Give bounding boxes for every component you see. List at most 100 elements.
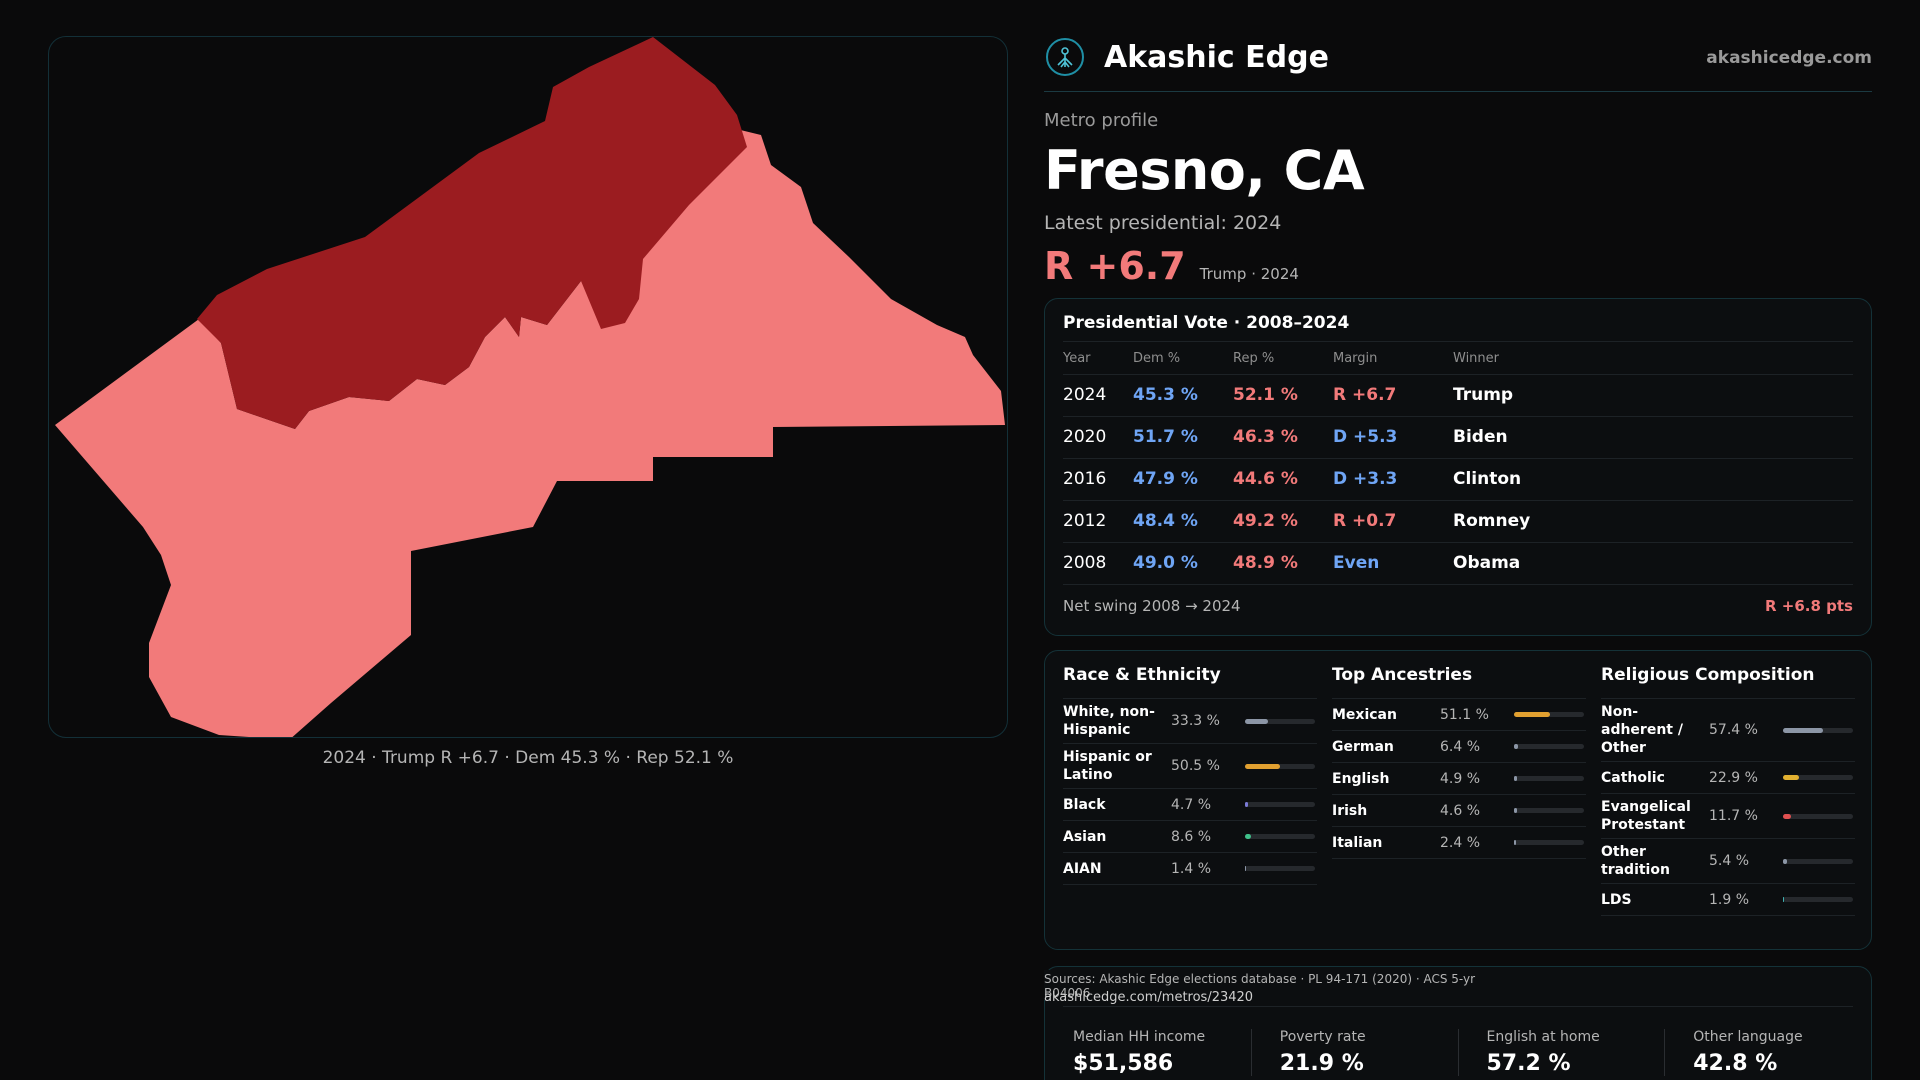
- ancestry-label: Mexican: [1332, 706, 1397, 723]
- ancestry-bar: [1514, 712, 1584, 717]
- ancestry-percent: 4.6 %: [1440, 802, 1481, 819]
- religion-column: Religious Composition Non-adherent / Oth…: [1601, 665, 1855, 916]
- dem-cell: 47.9 %: [1133, 458, 1233, 501]
- stat-poverty-rate: Poverty rate 21.9 %: [1250, 1029, 1458, 1076]
- race-row: AIAN 1.4 %: [1063, 853, 1317, 885]
- dem-cell: 51.7 %: [1133, 416, 1233, 459]
- presidential-vote-card: Presidential Vote · 2008–2024 Year Dem %…: [1044, 298, 1872, 636]
- net-swing-value: R +6.8 pts: [1765, 597, 1853, 615]
- year-cell: 2012: [1063, 500, 1133, 543]
- ancestry-bar-fill: [1514, 840, 1516, 845]
- race-title: Race & Ethnicity: [1063, 665, 1317, 699]
- rep-cell: 52.1 %: [1233, 374, 1333, 417]
- stat-value: 57.2 %: [1486, 1051, 1571, 1076]
- religion-bar: [1783, 775, 1853, 780]
- ancestry-title: Top Ancestries: [1332, 665, 1586, 699]
- ancestry-bar: [1514, 776, 1584, 781]
- margin-subtitle: Trump · 2024: [1199, 265, 1299, 283]
- margin-cell: R +0.7: [1333, 500, 1453, 543]
- race-bar: [1245, 866, 1315, 871]
- ancestry-bar: [1514, 744, 1584, 749]
- rep-cell: 48.9 %: [1233, 542, 1333, 585]
- race-row: Black 4.7 %: [1063, 789, 1317, 821]
- vote-table: Year Dem % Rep % Margin Winner 2024 45.3…: [1063, 344, 1853, 585]
- religion-percent: 11.7 %: [1709, 808, 1758, 824]
- dem-cell: 48.4 %: [1133, 500, 1233, 543]
- rep-cell: 44.6 %: [1233, 458, 1333, 501]
- brand-name[interactable]: Akashic Edge: [1104, 40, 1329, 75]
- religion-label: Non-adherent / Other: [1601, 704, 1683, 756]
- race-bar-fill: [1245, 718, 1269, 724]
- race-bar: [1245, 834, 1315, 839]
- ancestry-percent: 51.1 %: [1440, 706, 1489, 723]
- county-dark[interactable]: [197, 37, 747, 429]
- race-percent: 4.7 %: [1171, 796, 1212, 813]
- race-column: Race & Ethnicity White, non-Hispanic 33.3…: [1063, 665, 1317, 885]
- brand-url[interactable]: akashicedge.com: [1706, 48, 1872, 68]
- rep-cell: 46.3 %: [1233, 416, 1333, 459]
- stat-value: 42.8 %: [1693, 1051, 1778, 1076]
- race-percent: 8.6 %: [1171, 828, 1212, 845]
- county-shapes: [55, 37, 1005, 738]
- religion-label: Catholic: [1601, 769, 1665, 786]
- ancestry-bar-fill: [1514, 744, 1519, 749]
- race-bar-fill: [1245, 763, 1281, 769]
- race-percent: 50.5 %: [1171, 758, 1220, 774]
- religion-bar-fill: [1783, 858, 1787, 864]
- race-bar-fill: [1245, 802, 1249, 807]
- ancestry-percent: 6.4 %: [1440, 738, 1481, 755]
- tree-icon[interactable]: [1046, 38, 1084, 76]
- table-header-row: Year Dem % Rep % Margin Winner: [1063, 344, 1853, 375]
- religion-bar: [1783, 897, 1853, 902]
- ancestry-row: Italian 2.4 %: [1332, 827, 1586, 859]
- ancestry-bar: [1514, 840, 1584, 845]
- race-row: Asian 8.6 %: [1063, 821, 1317, 853]
- religion-label: Other tradition: [1601, 844, 1670, 878]
- ancestry-bar-fill: [1514, 712, 1550, 717]
- stat-other-language: Other language 42.8 %: [1664, 1029, 1871, 1076]
- religion-row: LDS 1.9 %: [1601, 884, 1855, 916]
- table-row: 2012 48.4 % 49.2 % R +0.7 Romney: [1063, 500, 1853, 543]
- ancestry-bar-fill: [1514, 808, 1518, 813]
- dem-cell: 45.3 %: [1133, 374, 1233, 417]
- county-light[interactable]: [55, 117, 1005, 738]
- table-row: 2008 49.0 % 48.9 % Even Obama: [1063, 542, 1853, 585]
- metro-map[interactable]: [48, 36, 1008, 738]
- winner-cell: Biden: [1453, 416, 1853, 459]
- race-list: White, non-Hispanic 33.3 % Hispanic or Lat…: [1063, 699, 1317, 885]
- dem-cell: 49.0 %: [1133, 542, 1233, 585]
- stat-label: English at home: [1486, 1029, 1600, 1045]
- stat-median-income: Median HH income $51,586: [1045, 1029, 1251, 1076]
- race-label: AIAN: [1063, 860, 1102, 877]
- religion-bar: [1783, 858, 1853, 864]
- header-rep: Rep %: [1233, 344, 1333, 375]
- header-winner: Winner: [1453, 344, 1853, 375]
- religion-bar: [1783, 727, 1853, 733]
- page-title: Fresno, CA: [1044, 139, 1365, 202]
- winner-cell: Trump: [1453, 374, 1853, 417]
- religion-percent: 5.4 %: [1709, 853, 1750, 869]
- stat-label: Median HH income: [1073, 1029, 1206, 1045]
- ancestry-row: English 4.9 %: [1332, 763, 1586, 795]
- stat-value: $51,586: [1073, 1051, 1174, 1076]
- race-bar: [1245, 718, 1315, 724]
- race-percent: 1.4 %: [1171, 860, 1212, 877]
- ancestry-label: German: [1332, 738, 1394, 755]
- religion-bar-fill: [1783, 775, 1800, 780]
- religion-bar: [1783, 813, 1853, 819]
- religion-bar-fill: [1783, 727, 1824, 733]
- race-label: Asian: [1063, 828, 1107, 845]
- religion-list: Non-adherent / Other 57.4 % Catholic 22.9 %…: [1601, 699, 1855, 916]
- margin-cell: R +6.7: [1333, 374, 1453, 417]
- ancestry-label: Irish: [1332, 802, 1368, 819]
- religion-percent: 57.4 %: [1709, 722, 1758, 738]
- ancestry-percent: 4.9 %: [1440, 770, 1481, 787]
- religion-bar-fill: [1783, 813, 1792, 819]
- stat-label: Poverty rate: [1279, 1029, 1366, 1045]
- table-row: 2020 51.7 % 46.3 % D +5.3 Biden: [1063, 416, 1853, 459]
- permalink[interactable]: akashicedge.com/metros/23420: [1044, 990, 1254, 1005]
- latest-margin: R +6.7 Trump · 2024: [1044, 244, 1872, 290]
- religion-label: Evangelical Protestant: [1601, 799, 1691, 833]
- religion-title: Religious Composition: [1601, 665, 1855, 699]
- religion-label: LDS: [1601, 891, 1632, 908]
